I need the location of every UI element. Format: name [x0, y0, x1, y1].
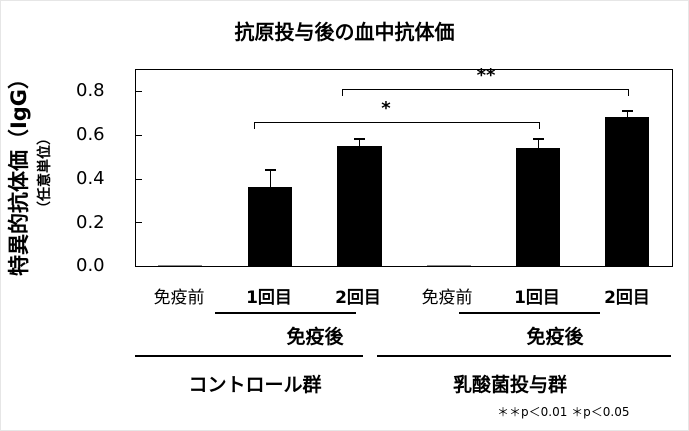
bracket-tick [342, 89, 343, 96]
y-axis-label: 特異的抗体価（IgG） [7, 67, 31, 277]
x-category-label: 2回目 [604, 288, 650, 308]
x-category-label: 2回目 [335, 288, 381, 308]
significance-star-double: ** [476, 65, 496, 86]
bar-control-2nd [337, 146, 382, 266]
bar-lab-2nd [605, 117, 649, 266]
y-tick [136, 135, 142, 136]
error-cap [354, 138, 365, 140]
y-tick-label: 0.6 [76, 124, 105, 145]
error-cap [622, 110, 633, 112]
error-bar [270, 170, 271, 187]
error-bar [359, 139, 360, 146]
group-label-lab: 乳酸菌投与群 [452, 374, 567, 396]
group-label-control: コントロール群 [188, 374, 322, 396]
bar-control-pre [158, 265, 202, 266]
bracket-tick [254, 122, 255, 129]
error-cap [533, 138, 544, 140]
bracket-tick [539, 122, 540, 129]
plot-area: * ** [135, 65, 673, 267]
x-category-label: 1回目 [246, 288, 292, 308]
y-tick [136, 222, 142, 223]
significance-bracket-2nd [342, 89, 629, 90]
error-bar [627, 111, 628, 117]
bar-control-1st [248, 187, 292, 266]
group-line [377, 355, 671, 357]
error-cap [265, 169, 276, 171]
y-axis-unit-label: （任意単位） [37, 131, 53, 215]
y-tick [136, 179, 142, 180]
x-category-label: 免疫前 [153, 288, 205, 308]
subgroup-label-control: 免疫後 [286, 326, 344, 348]
bracket-tick [628, 89, 629, 96]
chart-title: 抗原投与後の血中抗体価 [234, 20, 455, 44]
subgroup-line [215, 312, 356, 314]
y-tick-label: 0.4 [76, 168, 105, 189]
bar-lab-1st [516, 148, 560, 266]
significance-star-single: * [381, 98, 391, 119]
significance-footnote: ＊＊p＜0.01 ＊p＜0.05 [497, 405, 630, 419]
subgroup-label-lab: 免疫後 [526, 326, 584, 348]
y-tick [136, 91, 142, 92]
error-bar [538, 139, 539, 148]
bar-lab-pre [427, 265, 471, 266]
significance-bracket-1st [254, 122, 540, 123]
group-line [135, 355, 363, 357]
subgroup-line [459, 312, 600, 314]
y-tick-label: 0.0 [76, 255, 105, 276]
y-tick-label: 0.8 [76, 80, 105, 101]
x-category-label: 免疫前 [421, 288, 473, 308]
y-tick-label: 0.2 [76, 212, 105, 233]
x-category-label: 1回目 [514, 288, 560, 308]
